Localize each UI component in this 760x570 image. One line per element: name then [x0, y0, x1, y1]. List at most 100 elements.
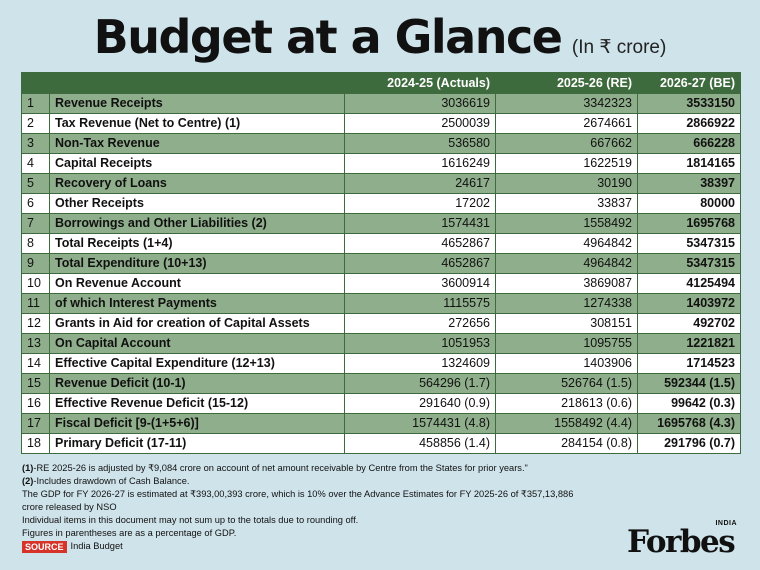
- header: Budget at a Glance (In ₹ crore): [0, 10, 760, 64]
- row-label-cell: On Revenue Account: [49, 273, 345, 294]
- table-row: 4 Capital Receipts 1616249 1622519 1814165: [21, 153, 741, 174]
- table-row: 1 Revenue Receipts 3036619 3342323 3533150: [21, 93, 741, 114]
- be-cell: 666228: [637, 133, 741, 154]
- row-number-cell: 1: [21, 93, 50, 114]
- row-label-cell: Total Receipts (1+4): [49, 233, 345, 254]
- re-cell: 1558492: [495, 213, 638, 234]
- be-cell: 38397: [637, 173, 741, 194]
- actuals-cell: 564296 (1.7): [344, 373, 496, 394]
- footnote-rounding: Individual items in this document may no…: [22, 515, 359, 525]
- be-cell: 2866922: [637, 113, 741, 134]
- be-cell: 492702: [637, 313, 741, 334]
- table-row: 14 Effective Capital Expenditure (12+13) 1…: [21, 353, 741, 374]
- re-cell: 2674661: [495, 113, 638, 134]
- row-label-cell: Recovery of Loans: [49, 173, 345, 194]
- be-cell: 1221821: [637, 333, 741, 354]
- be-cell: 592344 (1.5): [637, 373, 741, 394]
- be-cell: 4125494: [637, 273, 741, 294]
- actuals-cell: 1616249: [344, 153, 496, 174]
- row-number-cell: 17: [21, 413, 50, 434]
- actuals-cell: 291640 (0.9): [344, 393, 496, 414]
- be-cell: 1695768: [637, 213, 741, 234]
- actuals-cell: 1324609: [344, 353, 496, 374]
- source-line: SOURCE India Budget: [22, 540, 582, 553]
- be-cell: 1695768 (4.3): [637, 413, 741, 434]
- page-title: Budget at a Glance: [93, 10, 563, 64]
- actuals-cell: 1051953: [344, 333, 496, 354]
- table-row: 3 Non-Tax Revenue 536580 667662 666228: [21, 133, 741, 154]
- row-number-cell: 7: [21, 213, 50, 234]
- re-cell: 33837: [495, 193, 638, 214]
- row-label-cell: Revenue Receipts: [49, 93, 345, 114]
- re-cell: 667662: [495, 133, 638, 154]
- re-cell: 3342323: [495, 93, 638, 114]
- table-row: 17 Fiscal Deficit [9-(1+5+6)] 1574431 (4.8…: [21, 413, 741, 434]
- re-cell: 30190: [495, 173, 638, 194]
- footnote-2-tag: (2): [22, 476, 34, 486]
- row-number-cell: 4: [21, 153, 50, 174]
- table-row: 8 Total Receipts (1+4) 4652867 4964842 53473…: [21, 233, 741, 254]
- actuals-cell: 536580: [344, 133, 496, 154]
- actuals-cell: 4652867: [344, 253, 496, 274]
- logo-india-text: INDIA: [715, 520, 737, 527]
- row-number-cell: 5: [21, 173, 50, 194]
- row-number-cell: 2: [21, 113, 50, 134]
- row-label-cell: Capital Receipts: [49, 153, 345, 174]
- be-cell: 1714523: [637, 353, 741, 374]
- re-cell: 1622519: [495, 153, 638, 174]
- table-row: 18 Primary Deficit (17-11) 458856 (1.4) 284…: [21, 433, 741, 454]
- footnotes: (1)-RE 2025-26 is adjusted by ₹9,084 cro…: [22, 462, 582, 553]
- header-cell-num: [21, 72, 50, 94]
- footnote-1-text: -RE 2025-26 is adjusted by ₹9,084 crore …: [33, 463, 528, 473]
- header-cell-label: [49, 72, 345, 94]
- header-cell-be: 2026-27 (BE): [637, 72, 741, 94]
- source-badge: SOURCE: [22, 540, 67, 553]
- row-number-cell: 9: [21, 253, 50, 274]
- table-row: 11 of which Interest Payments 1115575 12743…: [21, 293, 741, 314]
- header-cell-actuals: 2024-25 (Actuals): [344, 72, 496, 94]
- footnote-parentheses: Figures in parentheses are as a percenta…: [22, 528, 237, 538]
- re-cell: 4964842: [495, 253, 638, 274]
- row-number-cell: 16: [21, 393, 50, 414]
- be-cell: 3533150: [637, 93, 741, 114]
- actuals-cell: 3600914: [344, 273, 496, 294]
- table-header-row: 2024-25 (Actuals) 2025-26 (RE) 2026-27 (…: [21, 72, 741, 94]
- row-label-cell: of which Interest Payments: [49, 293, 345, 314]
- re-cell: 1095755: [495, 333, 638, 354]
- row-label-cell: Total Expenditure (10+13): [49, 253, 345, 274]
- re-cell: 1274338: [495, 293, 638, 314]
- actuals-cell: 3036619: [344, 93, 496, 114]
- budget-table: 2024-25 (Actuals) 2025-26 (RE) 2026-27 (…: [21, 72, 741, 454]
- re-cell: 1403906: [495, 353, 638, 374]
- table-row: 10 On Revenue Account 3600914 3869087 412549…: [21, 273, 741, 294]
- row-number-cell: 8: [21, 233, 50, 254]
- be-cell: 1403972: [637, 293, 741, 314]
- header-cell-re: 2025-26 (RE): [495, 72, 638, 94]
- re-cell: 1558492 (4.4): [495, 413, 638, 434]
- row-number-cell: 12: [21, 313, 50, 334]
- table-row: 16 Effective Revenue Deficit (15-12) 29164…: [21, 393, 741, 414]
- table-row: 15 Revenue Deficit (10-1) 564296 (1.7) 5267…: [21, 373, 741, 394]
- row-label-cell: Grants in Aid for creation of Capital As…: [49, 313, 345, 334]
- re-cell: 308151: [495, 313, 638, 334]
- table-row: 2 Tax Revenue (Net to Centre) (1) 2500039 2…: [21, 113, 741, 134]
- re-cell: 218613 (0.6): [495, 393, 638, 414]
- actuals-cell: 1574431 (4.8): [344, 413, 496, 434]
- row-number-cell: 13: [21, 333, 50, 354]
- row-number-cell: 10: [21, 273, 50, 294]
- actuals-cell: 458856 (1.4): [344, 433, 496, 454]
- table-row: 7 Borrowings and Other Liabilities (2) 157…: [21, 213, 741, 234]
- table-row: 5 Recovery of Loans 24617 30190 38397: [21, 173, 741, 194]
- page-subtitle: (In ₹ crore): [571, 37, 667, 58]
- table-row: 12 Grants in Aid for creation of Capital …: [21, 313, 741, 334]
- actuals-cell: 24617: [344, 173, 496, 194]
- footnote-gdp: The GDP for FY 2026-27 is estimated at ₹…: [22, 489, 574, 512]
- row-number-cell: 6: [21, 193, 50, 214]
- row-number-cell: 3: [21, 133, 50, 154]
- row-label-cell: Effective Capital Expenditure (12+13): [49, 353, 345, 374]
- footnote-2-text: -Includes drawdown of Cash Balance.: [33, 476, 190, 486]
- source-text: India Budget: [70, 541, 123, 551]
- row-label-cell: Effective Revenue Deficit (15-12): [49, 393, 345, 414]
- actuals-cell: 1574431: [344, 213, 496, 234]
- footnote-2: (2)-Includes drawdown of Cash Balance.: [22, 475, 582, 488]
